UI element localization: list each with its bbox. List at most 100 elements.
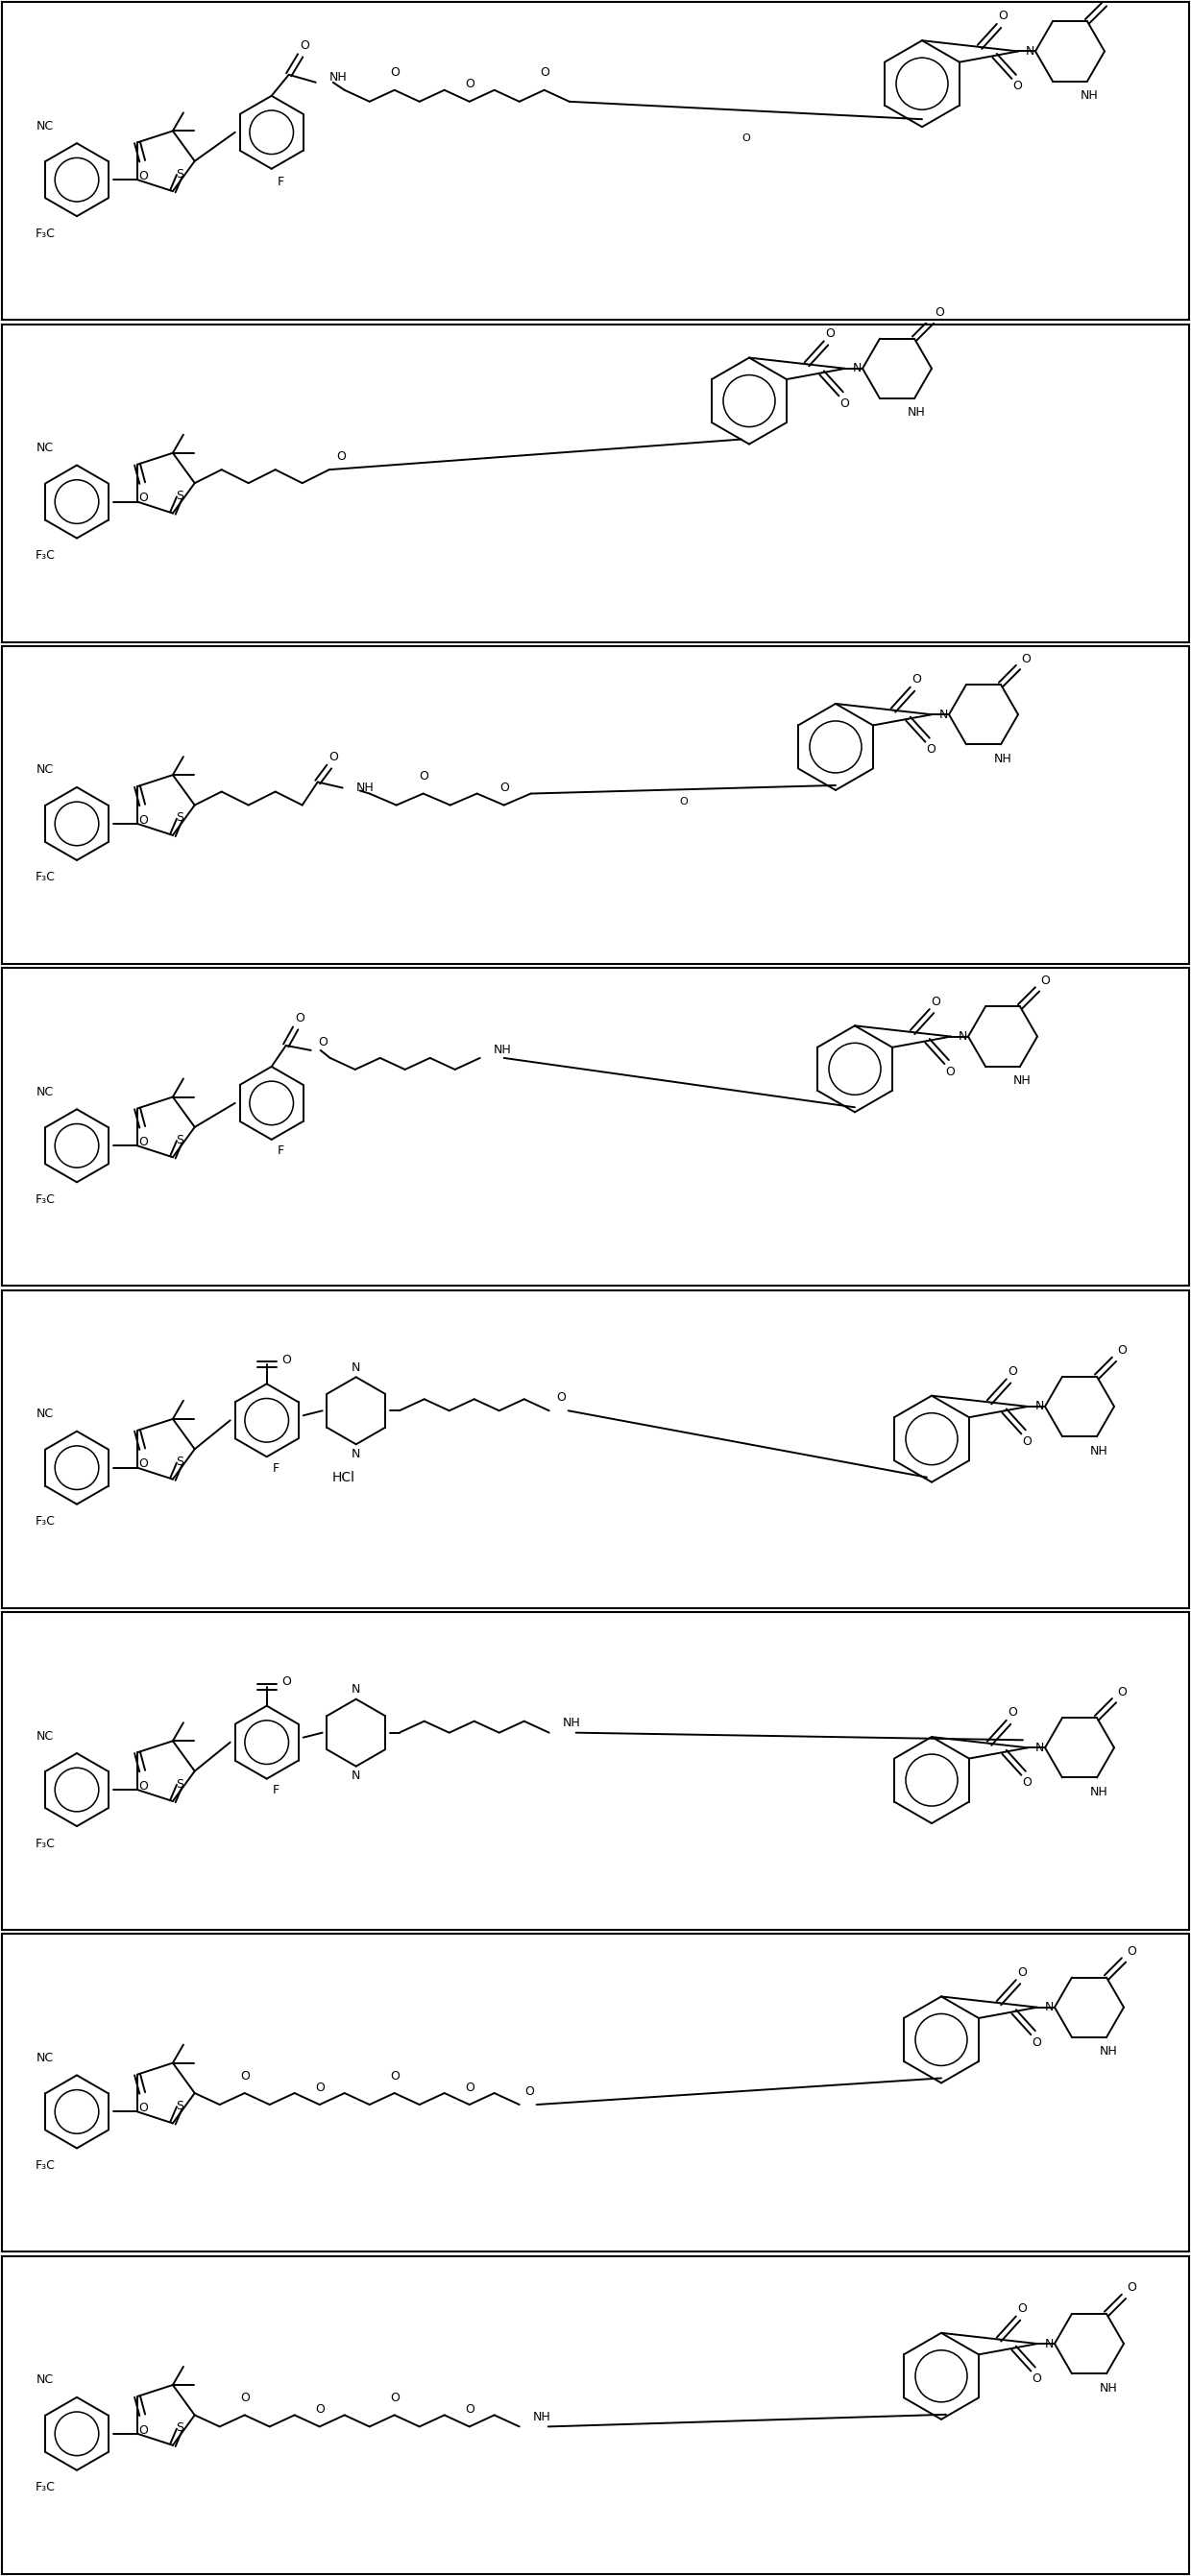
Text: NH: NH (908, 407, 925, 420)
Text: F: F (273, 1463, 280, 1473)
Text: O: O (318, 1036, 328, 1048)
Text: F₃C: F₃C (35, 1193, 55, 1206)
Text: NH: NH (356, 781, 374, 793)
Text: O: O (1023, 1435, 1033, 1448)
Text: O: O (389, 67, 399, 80)
Text: N: N (351, 1448, 361, 1461)
Text: O: O (464, 2403, 474, 2416)
Text: O: O (1017, 1965, 1027, 1978)
Text: N: N (1045, 2002, 1054, 2014)
Text: O: O (499, 781, 509, 793)
Text: NC: NC (37, 1406, 54, 1419)
Text: O: O (911, 672, 921, 685)
Text: S: S (175, 1777, 183, 1790)
Text: O: O (314, 2403, 324, 2416)
Text: F₃C: F₃C (35, 2159, 55, 2172)
Text: NH: NH (1080, 90, 1098, 103)
Text: O: O (1023, 1777, 1033, 1788)
Text: O: O (935, 307, 944, 319)
Text: O: O (139, 492, 149, 505)
Text: O: O (1127, 2282, 1136, 2295)
Text: N: N (351, 1682, 361, 1695)
Text: O: O (556, 1391, 566, 1404)
Text: O: O (294, 1012, 304, 1025)
Text: S: S (175, 2421, 183, 2434)
Text: O: O (1117, 1685, 1127, 1698)
Text: NH: NH (1099, 2045, 1117, 2058)
FancyBboxPatch shape (2, 1935, 1189, 2251)
Text: O: O (1033, 2035, 1042, 2048)
Text: O: O (1127, 1945, 1136, 1958)
Text: O: O (1021, 652, 1030, 665)
Text: F₃C: F₃C (35, 549, 55, 562)
FancyBboxPatch shape (2, 325, 1189, 641)
Text: NH: NH (1090, 1445, 1108, 1458)
Text: O: O (1040, 974, 1049, 987)
Text: O: O (389, 2069, 399, 2081)
Text: NC: NC (37, 118, 54, 131)
Text: O: O (281, 1674, 291, 1687)
Text: O: O (946, 1066, 955, 1077)
Text: O: O (1008, 1705, 1017, 1718)
Text: O: O (840, 397, 849, 410)
Text: O: O (742, 134, 750, 144)
Text: O: O (1008, 1365, 1017, 1378)
Text: NC: NC (37, 440, 54, 453)
Text: O: O (281, 1352, 291, 1365)
Text: F₃C: F₃C (35, 871, 55, 884)
Text: O: O (1017, 2303, 1027, 2316)
FancyBboxPatch shape (2, 969, 1189, 1285)
Text: F: F (278, 1144, 285, 1157)
Text: F₃C: F₃C (35, 2481, 55, 2494)
Text: NH: NH (493, 1043, 511, 1056)
Text: O: O (998, 10, 1008, 23)
Text: O: O (139, 1780, 149, 1793)
Text: NH: NH (1099, 2383, 1117, 2393)
Text: NH: NH (1014, 1074, 1031, 1087)
Text: F: F (278, 175, 285, 188)
Text: O: O (464, 2081, 474, 2094)
Text: F₃C: F₃C (35, 1515, 55, 1528)
Text: O: O (464, 77, 474, 90)
Text: NC: NC (37, 1728, 54, 1741)
Text: O: O (825, 327, 835, 340)
Text: N: N (853, 363, 862, 374)
Text: S: S (175, 489, 183, 502)
Text: S: S (175, 1455, 183, 1468)
Text: O: O (1033, 2372, 1042, 2385)
Text: N: N (1035, 1401, 1045, 1412)
FancyBboxPatch shape (2, 3, 1189, 319)
Text: N: N (1025, 44, 1035, 57)
Text: N: N (1045, 2336, 1054, 2349)
Text: NC: NC (37, 762, 54, 775)
Text: NC: NC (37, 1084, 54, 1097)
Text: O: O (139, 2424, 149, 2437)
Text: S: S (175, 811, 183, 824)
Text: O: O (139, 170, 149, 183)
Text: O: O (418, 770, 428, 783)
Text: O: O (239, 2069, 249, 2081)
Text: NH: NH (993, 752, 1011, 765)
Text: N: N (351, 1770, 361, 1783)
Text: N: N (1035, 1741, 1045, 1754)
Text: O: O (389, 2391, 399, 2403)
Text: O: O (139, 1458, 149, 1471)
Text: S: S (175, 167, 183, 180)
Text: S: S (175, 2099, 183, 2112)
Text: NC: NC (37, 2050, 54, 2063)
FancyBboxPatch shape (2, 647, 1189, 963)
Text: O: O (239, 2391, 249, 2403)
Text: N: N (351, 1360, 361, 1373)
Text: NH: NH (562, 1716, 580, 1728)
Text: F₃C: F₃C (35, 1837, 55, 1850)
Text: F: F (273, 1785, 280, 1795)
Text: O: O (329, 750, 338, 762)
Text: NC: NC (37, 2372, 54, 2385)
Text: O: O (314, 2081, 324, 2094)
Text: O: O (679, 796, 687, 806)
Text: HCl: HCl (332, 1471, 355, 1484)
Text: O: O (540, 67, 549, 80)
Text: N: N (940, 708, 948, 721)
FancyBboxPatch shape (2, 1291, 1189, 1607)
Text: O: O (927, 744, 936, 755)
